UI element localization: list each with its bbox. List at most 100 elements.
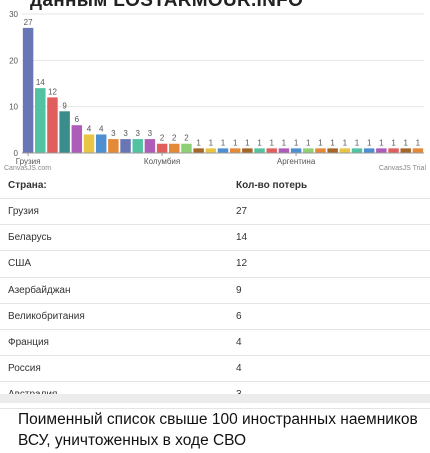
y-tick-label: 0 [14,149,19,158]
header-country: Страна: [8,180,47,191]
bar [22,27,34,153]
table-row: Россия 4 [0,356,430,383]
bar [339,148,351,153]
bar-value-label: 1 [221,138,226,147]
bar [327,148,338,153]
bar-value-label: 1 [209,138,214,147]
y-tick-label: 10 [9,103,18,112]
cell-losses: 12 [236,258,248,270]
bars [22,27,424,153]
bar-value-label: 2 [172,134,177,143]
table-row: США 12 [0,251,430,278]
cell-losses: 4 [236,363,242,375]
bar-value-label: 1 [367,138,372,147]
cell-country: Азербайджан [8,284,71,296]
bar-value-label: 2 [160,134,165,143]
bar [266,148,277,153]
cell-losses: 27 [236,206,248,217]
cell-losses: 9 [236,284,242,296]
bar-value-label: 3 [148,129,153,138]
bar-value-label: 1 [270,138,275,147]
bar [83,134,95,153]
bar-value-label: 1 [355,138,360,147]
bar-value-label: 1 [330,138,335,147]
x-tick-label: Колумбия [144,157,180,166]
table-header-row: Страна: Кол-во потерь [0,172,430,199]
bar-value-label: 1 [391,138,396,147]
bar-value-label: 3 [111,129,116,138]
bar [388,148,399,153]
bar [181,143,192,153]
bar [193,148,204,153]
cell-losses: 6 [236,310,242,322]
bar [71,125,83,153]
cell-country: США [8,258,32,270]
cell-country: Грузия [8,206,39,217]
bar-value-label: 6 [75,115,80,124]
bar [144,139,156,153]
bar-value-label: 14 [36,78,45,87]
bar [303,148,314,153]
credit-right: CanvasJS Trial [379,165,427,172]
bar [254,148,265,153]
bar [315,148,326,153]
cell-losses: 14 [236,232,248,244]
loss-table: Страна: Кол-во потерь Грузия 27 Беларусь… [0,172,430,409]
bar-value-label: 1 [306,138,311,147]
bar [290,148,302,153]
bar [363,148,375,153]
y-tick-label: 20 [9,56,18,65]
bar-value-label: 1 [196,138,201,147]
bar [400,148,411,153]
bar [412,148,424,153]
bar-value-label: 1 [416,138,421,147]
gridlines [22,13,424,154]
y-tick-label: 30 [9,10,18,19]
caption-text: Поименный список свыше 100 иностранных н… [18,411,418,449]
bar-value-label: 4 [99,124,104,133]
cell-country: Беларусь [8,232,52,244]
divider-strip [0,394,430,403]
bar [59,111,70,153]
table-row: Беларусь 14 [0,225,430,252]
table-row: Великобритания 6 [0,304,430,330]
bar [156,143,168,153]
x-tick-label: Аргентина [277,157,316,166]
bar-value-label: 12 [48,87,57,96]
bar-value-label: 1 [282,138,287,147]
bar-value-label: 9 [62,101,67,110]
bar [217,148,229,153]
bar [120,139,131,153]
cell-country: Франция [8,336,49,348]
bar-value-label: 4 [87,124,92,133]
bar-value-label: 3 [136,129,141,138]
bar [95,134,107,153]
table-row: Грузия 27 [0,199,430,226]
bar-value-label: 1 [257,138,262,147]
bar [242,148,253,153]
bar-value-label: 1 [343,138,348,147]
bar-value-label: 27 [24,18,33,27]
header-title: данным LOSTARMOUR.INFO [30,0,304,11]
bar [132,139,143,153]
bar-value-label: 1 [404,138,409,147]
bar [278,148,290,153]
bar-value-label: 1 [318,138,323,147]
bar [205,148,217,153]
bar-value-label: 3 [123,129,128,138]
cell-country: Великобритания [8,310,85,322]
bar [376,148,387,153]
bar [108,139,119,153]
bar-value-label: 1 [294,138,299,147]
bar-value-label: 1 [233,138,238,147]
bar [169,143,180,153]
bar [35,88,46,153]
table-row: Азербайджан 9 [0,278,430,304]
bar-value-label: 2 [184,134,189,143]
x-tick-label: Грузия [16,157,41,166]
credit-left: CanvasJS.com [4,165,51,172]
bar-value-label: 1 [379,138,384,147]
axes: 0 10 20 30 Грузия Колумбия Аргентина CanvasJS.c… [4,10,426,172]
